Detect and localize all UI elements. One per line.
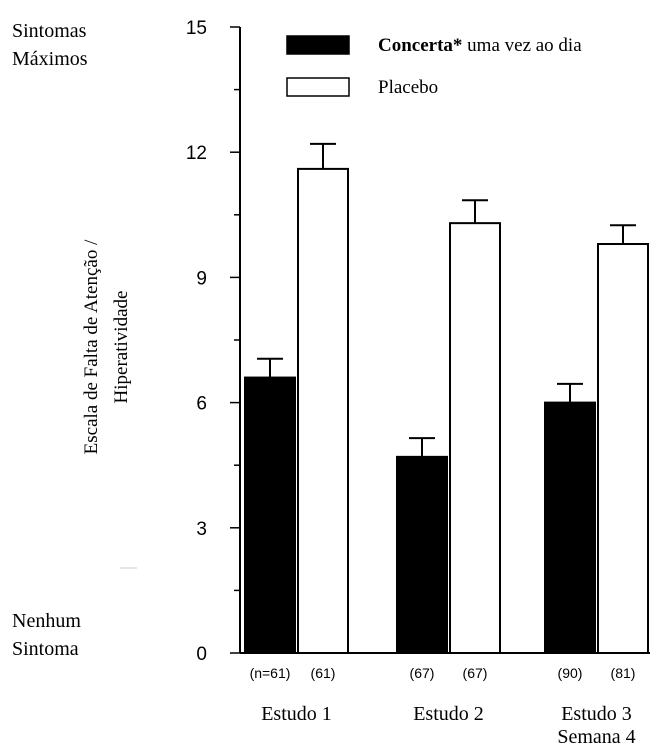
bars-group (244, 142, 649, 654)
legend-label-placebo: Placebo (378, 77, 438, 98)
y-axis-title-line1: Escala de Falta de Atenção / (81, 239, 102, 454)
bottom-label-line2: Sintoma (12, 638, 79, 660)
bar-placebo-3 (597, 243, 649, 654)
n-label: (81) (611, 665, 636, 681)
legend-swatch-placebo (286, 77, 350, 97)
y-tick-label: 3 (196, 519, 207, 540)
legend: Concerta* uma vez ao dia Placebo (286, 35, 582, 98)
n-label: (67) (410, 665, 435, 681)
y-ticks: 0 3 6 9 12 15 (186, 18, 240, 665)
top-label-line2: Máximos (12, 48, 88, 70)
legend-swatch-concerta (286, 35, 350, 55)
category-label: Estudo 2 (413, 703, 484, 725)
top-label-line1: Sintomas (12, 20, 87, 42)
y-tick-label: 0 (196, 644, 207, 665)
category-label: Estudo 3 (561, 703, 632, 725)
bar-concerta-3 (544, 401, 596, 654)
y-tick-label: 9 (196, 268, 207, 289)
y-axis-title: Escala de Falta de Atenção / Hiperativid… (81, 239, 132, 454)
n-label: (n=61) (250, 665, 291, 681)
bar-placebo-2 (449, 222, 501, 654)
y-axis-title-line2: Hiperatividade (111, 291, 132, 404)
bar-concerta-1 (244, 376, 296, 654)
bottom-label-line1: Nenhum (12, 610, 81, 632)
y-tick-label: 15 (186, 18, 207, 39)
y-tick-label: 12 (186, 143, 207, 164)
category-label: Estudo 1 (261, 703, 332, 725)
bar-placebo-1 (297, 167, 349, 654)
legend-label-concerta: Concerta* uma vez ao dia (378, 35, 582, 56)
category-label-line2: Semana 4 (557, 726, 635, 745)
n-label: (61) (311, 665, 336, 681)
n-labels-group: (n=61) (61) (67) (67) (90) (81) (250, 665, 636, 681)
bar-concerta-2 (396, 455, 448, 654)
n-label: (67) (463, 665, 488, 681)
n-label: (90) (558, 665, 583, 681)
y-tick-label: 6 (196, 394, 207, 415)
